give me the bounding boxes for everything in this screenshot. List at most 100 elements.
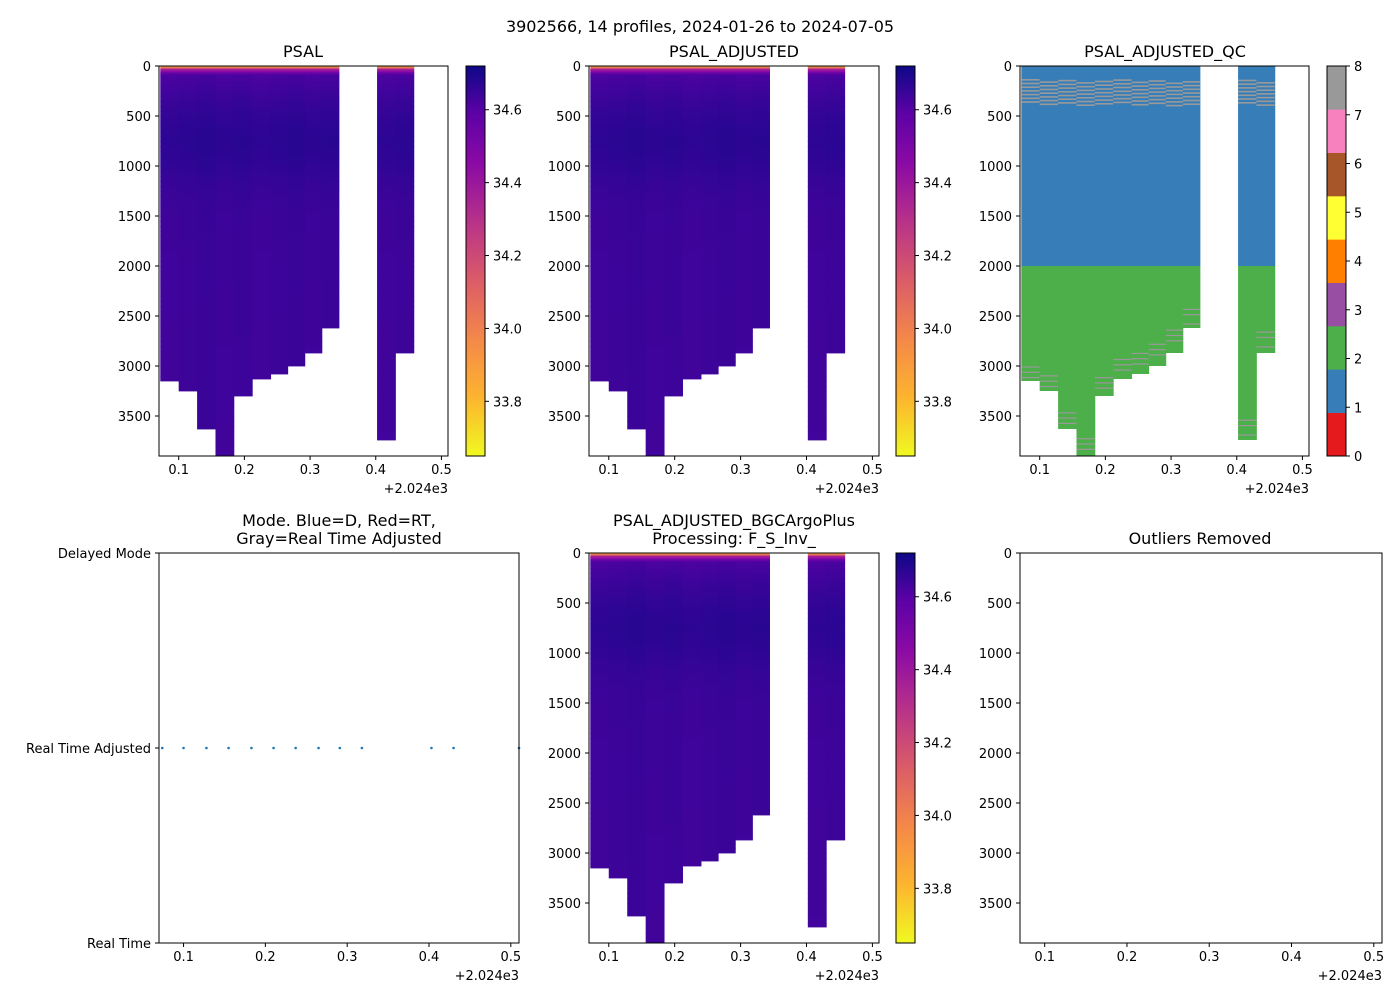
heatmap-cell — [287, 186, 306, 192]
heatmap-cell — [160, 336, 180, 342]
heatmap-cell — [233, 136, 253, 142]
heatmap-cell — [664, 703, 683, 709]
qc-flag-8-streak — [1256, 85, 1275, 88]
heatmap-cell — [826, 758, 846, 764]
heatmap-cell — [252, 216, 272, 222]
heatmap-cell — [645, 431, 665, 437]
y-tick-label: 1000 — [979, 160, 1012, 175]
heatmap-cell — [395, 67, 415, 70]
heatmap-cell — [682, 738, 702, 744]
heatmap-cell — [590, 688, 610, 694]
heatmap-cell — [701, 718, 719, 724]
qc-flag-1-block — [1256, 66, 1276, 266]
heatmap-cell — [627, 633, 647, 639]
heatmap-cell — [178, 261, 198, 267]
heatmap-cell — [752, 311, 770, 317]
heatmap-cell — [701, 236, 719, 242]
heatmap-cell — [270, 201, 289, 207]
heatmap-cell — [682, 633, 702, 639]
heatmap-cell — [701, 708, 719, 714]
heatmap-cell — [718, 206, 736, 212]
heatmap-cell — [608, 663, 628, 669]
heatmap-cell — [807, 81, 827, 87]
heatmap-cell — [718, 553, 736, 555]
heatmap-cell — [627, 793, 647, 799]
heatmap-cell — [197, 356, 216, 362]
qc-flag-8-streak — [1113, 358, 1132, 361]
heatmap-cell — [252, 166, 272, 172]
heatmap-cell — [807, 241, 827, 247]
x-tick-label: 0.2 — [1117, 950, 1138, 965]
heatmap-cell — [752, 241, 770, 247]
heatmap-cell — [718, 236, 736, 242]
heatmap-cell — [718, 733, 736, 739]
heatmap-cell — [590, 793, 610, 799]
heatmap-cell — [590, 336, 610, 342]
heatmap-cell — [664, 331, 683, 337]
heatmap-cell — [608, 698, 628, 704]
heatmap-cell — [682, 76, 702, 82]
heatmap-cell — [270, 96, 289, 102]
heatmap-cell — [718, 763, 736, 769]
heatmap-cell — [807, 788, 827, 794]
heatmap-cell — [304, 76, 323, 82]
heatmap-cell — [718, 578, 736, 584]
heatmap-cell — [287, 76, 306, 82]
heatmap-cell — [590, 226, 610, 232]
x-tick-label: 0.5 — [862, 463, 883, 478]
heatmap-cell — [701, 788, 719, 794]
heatmap-cell — [287, 296, 306, 302]
heatmap-cell — [395, 251, 415, 257]
heatmap-cell — [160, 331, 180, 337]
heatmap-cell — [826, 562, 846, 564]
heatmap-cell — [178, 326, 198, 332]
heatmap-cell — [682, 311, 702, 317]
heatmap-cell — [718, 116, 736, 122]
heatmap-cell — [287, 91, 306, 97]
heatmap-cell — [627, 883, 647, 889]
heatmap-cell — [608, 618, 628, 624]
heatmap-cell — [590, 251, 610, 257]
heatmap-cell — [178, 256, 198, 262]
heatmap-cell — [826, 643, 846, 649]
heatmap-cell — [718, 556, 736, 558]
heatmap-cell — [590, 196, 610, 202]
heatmap-cell — [718, 341, 736, 347]
y-tick-label: 2000 — [979, 747, 1012, 762]
heatmap-cell — [701, 823, 719, 829]
heatmap-cell — [590, 788, 610, 794]
heatmap-cell — [395, 116, 415, 122]
heatmap-cell — [735, 818, 753, 824]
heatmap-cell — [701, 633, 719, 639]
heatmap-cell — [160, 156, 180, 162]
heatmap-cell — [270, 326, 289, 332]
heatmap-cell — [682, 713, 702, 719]
heatmap-cell — [608, 381, 628, 387]
heatmap-cell — [701, 803, 719, 809]
heatmap-cell — [590, 70, 610, 73]
heatmap-cell — [645, 251, 665, 257]
heatmap-cell — [304, 331, 323, 337]
heatmap-cell — [645, 638, 665, 644]
heatmap-cell — [682, 833, 702, 839]
heatmap-cell — [590, 553, 610, 555]
heatmap-cell — [682, 583, 702, 589]
heatmap-cell — [826, 738, 846, 744]
heatmap-cell — [590, 91, 610, 97]
heatmap-cell — [807, 848, 827, 854]
heatmap-cell — [807, 136, 827, 142]
heatmap-cell — [287, 211, 306, 217]
heatmap-cell — [197, 176, 216, 182]
heatmap-cell — [215, 266, 235, 272]
heatmap-cell — [701, 206, 719, 212]
heatmap-cell — [664, 678, 683, 684]
heatmap-cell — [608, 823, 628, 829]
qc-flag-8-streak — [1165, 104, 1183, 107]
heatmap-cell — [645, 578, 665, 584]
heatmap-cell — [752, 266, 770, 272]
heatmap-cell — [627, 406, 647, 412]
heatmap-cell — [718, 111, 736, 117]
heatmap-cell — [735, 793, 753, 799]
heatmap-cell — [718, 693, 736, 699]
heatmap-cell — [590, 823, 610, 829]
